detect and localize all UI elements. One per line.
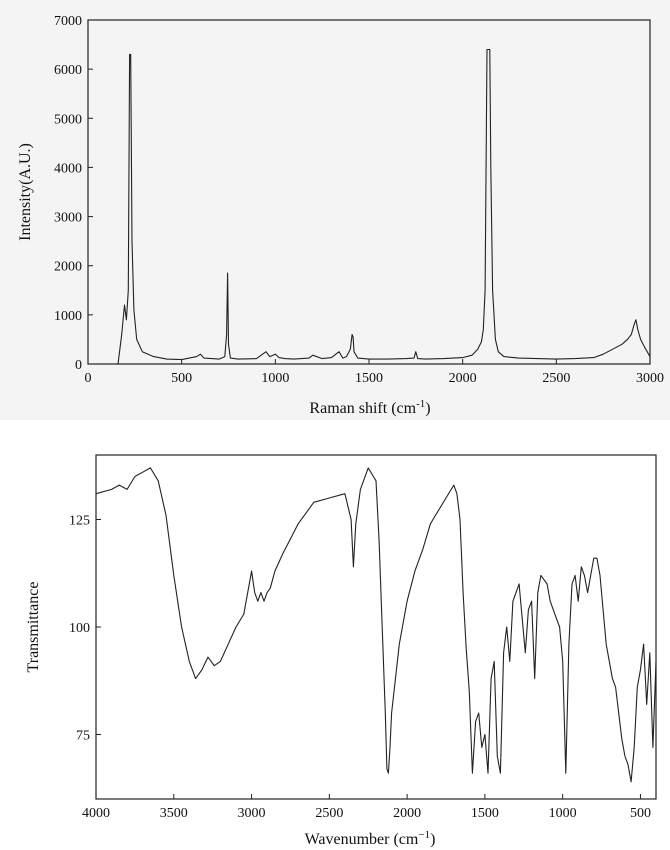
raman-y-tick-label: 3000 <box>54 211 82 226</box>
raman-y-tick-label: 2000 <box>54 260 82 275</box>
ir-x-tick-label: 1000 <box>549 806 577 821</box>
ir-plot-frame <box>95 454 657 800</box>
raman-y-tick-label: 0 <box>75 358 82 373</box>
raman-x-tick-label: 2000 <box>449 371 477 386</box>
ir-x-tick-label: 1500 <box>471 806 499 821</box>
raman-y-tick-label: 6000 <box>54 63 82 78</box>
raman-x-tick-label: 0 <box>85 371 92 386</box>
raman-plot-frame <box>87 19 651 365</box>
raman-spectrum-panel: 0 500 1000 1500 2000 2500 3000 0 1000 2000 3000 40… <box>0 0 670 420</box>
raman-x-tick-label: 3000 <box>636 371 664 386</box>
ir-x-tick-label: 2000 <box>393 806 421 821</box>
ir-x-axis-title: Wavenumber (cm−1) <box>305 829 436 848</box>
raman-x-tick-label: 500 <box>171 371 192 386</box>
ir-y-tick-label: 100 <box>69 621 90 636</box>
ir-trace <box>95 467 657 783</box>
raman-x-axis-title: Raman shift (cm-1) <box>309 398 430 417</box>
ir-x-tick-label: 500 <box>630 806 651 821</box>
raman-trace <box>117 48 651 365</box>
raman-x-tick-label: 2500 <box>542 371 570 386</box>
ir-y-tick-label: 75 <box>76 729 90 744</box>
ir-y-tick-label: 125 <box>69 514 90 529</box>
ir-spectrum-chart: 4000 3500 3000 2500 2000 1500 1000 500 75 100 125… <box>25 454 657 848</box>
ir-x-tick-label: 3000 <box>238 806 266 821</box>
raman-spectrum-chart: 0 500 1000 1500 2000 2500 3000 0 1000 2000 3000 40… <box>17 14 664 417</box>
raman-y-tick-label: 1000 <box>54 309 82 324</box>
ir-y-axis-title: Transmittance <box>25 582 42 673</box>
raman-x-tick-label: 1500 <box>355 371 383 386</box>
raman-y-tick-label: 4000 <box>54 161 82 176</box>
ir-x-tick-label: 2500 <box>315 806 343 821</box>
raman-y-tick-label: 5000 <box>54 112 82 127</box>
ir-x-tick-label: 3500 <box>160 806 188 821</box>
raman-y-tick-label: 7000 <box>54 14 82 29</box>
ir-spectrum-panel: 4000 3500 3000 2500 2000 1500 1000 500 75 100 125… <box>0 435 670 850</box>
raman-y-axis-title: Intensity(A.U.) <box>17 143 34 241</box>
raman-x-tick-label: 1000 <box>261 371 289 386</box>
ir-x-tick-label: 4000 <box>82 806 110 821</box>
